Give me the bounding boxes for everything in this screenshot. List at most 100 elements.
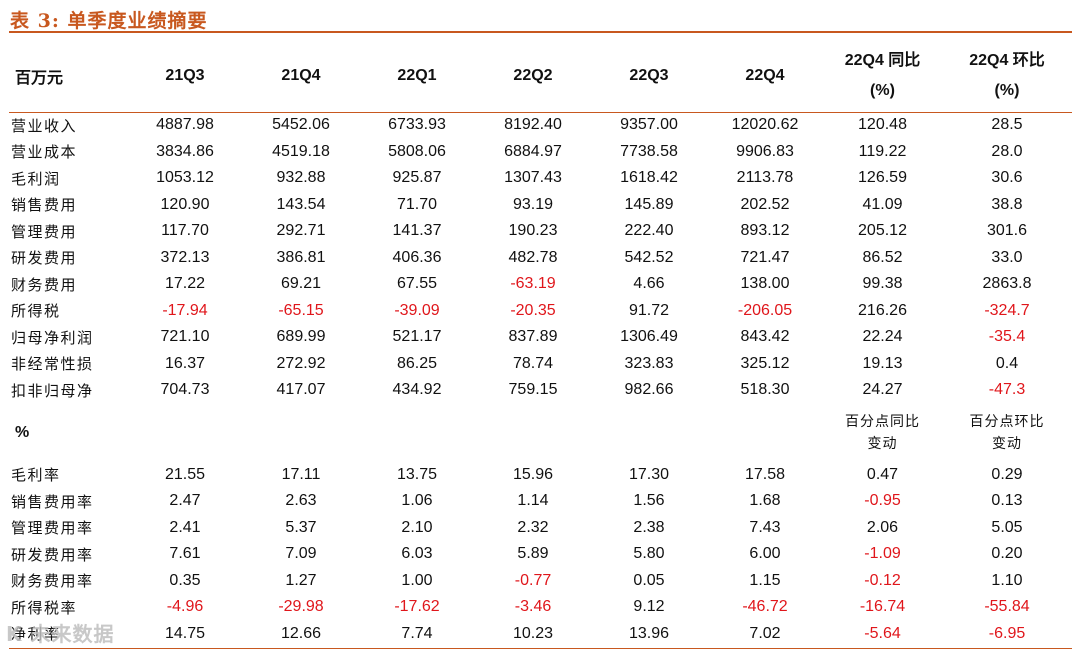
quarterly-results-table: 百万元 21Q3 21Q4 22Q1 22Q2 22Q3 22Q4 22Q4 同… (9, 40, 1072, 647)
period-header: 21Q3 (165, 67, 205, 84)
period-header: 22Q1 (397, 67, 437, 84)
qoq-header-line1: 22Q4 环比 (969, 52, 1045, 69)
table-row: 毛利润 1053.12 932.88 925.87 1307.43 1618.42 2113… (9, 165, 1072, 192)
table-cell: 41.09 (862, 195, 903, 213)
table-cell: 301.6 (986, 222, 1028, 240)
ratio-yoy-line2: 变动 (867, 435, 898, 452)
table-cell: 222.40 (624, 222, 674, 240)
table-cell: 0.05 (633, 571, 665, 589)
table-cell: -324.7 (984, 301, 1030, 319)
table-cell: 406.36 (392, 248, 442, 266)
table-cell: 8192.40 (504, 116, 562, 134)
table-row: 非经常性损 16.37 272.92 86.25 78.74 323.83 325.12 19… (9, 351, 1072, 378)
row-label: 研发费用率 (11, 545, 94, 564)
table-cell: 4.66 (633, 275, 665, 293)
table-cell: 5.37 (285, 518, 317, 536)
table-row: 财务费用率 0.35 1.27 1.00 -0.77 0.05 1.15 -0.12 1.10 (9, 568, 1072, 595)
table-row: 归母净利润 721.10 689.99 521.17 837.89 1306.49 843.… (9, 324, 1072, 351)
table-cell: 71.70 (396, 195, 438, 213)
table-cell: 9.12 (633, 598, 665, 616)
table-cell: 1.27 (285, 571, 317, 589)
period-header: 22Q4 (745, 67, 785, 84)
table-cell: 1.56 (633, 492, 665, 510)
table-cell: -39.09 (394, 301, 440, 319)
table-cell: 205.12 (858, 222, 907, 240)
table-cell: 17.22 (164, 275, 206, 293)
table-cell: 15.96 (512, 465, 554, 483)
table-cell: 721.47 (740, 248, 790, 266)
table-cell: -16.74 (859, 598, 906, 616)
table-cell: 5.89 (517, 545, 549, 563)
table-cell: 93.19 (512, 195, 554, 213)
table-cell: 1053.12 (156, 169, 214, 187)
table-cell: 13.96 (628, 624, 670, 642)
table-cell: 6.03 (401, 545, 433, 563)
amount-rows: 营业收入 4887.98 5452.06 6733.93 8192.40 9357.00 1… (9, 112, 1072, 404)
table-cell: 4887.98 (156, 116, 214, 134)
table-cell: -35.4 (988, 328, 1026, 346)
table-cell: -47.3 (988, 381, 1026, 399)
table-cell: -29.98 (278, 598, 324, 616)
table-cell: 759.15 (508, 381, 558, 399)
table-cell: 893.12 (740, 222, 790, 240)
table-cell: 982.66 (624, 381, 674, 399)
table-cell: 120.48 (858, 116, 907, 134)
table-cell: 417.07 (276, 381, 326, 399)
table-row: 研发费用率 7.61 7.09 6.03 5.89 5.80 6.00 -1.09 0.20 (9, 541, 1072, 568)
table-cell: 28.5 (991, 116, 1023, 134)
table-cell: 99.38 (862, 275, 903, 293)
table-row: 销售费用率 2.47 2.63 1.06 1.14 1.56 1.68 -0.95 0.13 (9, 488, 1072, 515)
qoq-header: 22Q4 环比 (%) (942, 40, 1072, 112)
row-label: 毛利率 (11, 466, 61, 485)
table-cell: 86.25 (396, 354, 438, 372)
ratio-qoq-line1: 百分点环比 (969, 413, 1045, 430)
table-cell: 7.02 (749, 624, 781, 642)
table-row: 营业收入 4887.98 5452.06 6733.93 8192.40 9357.00 1… (9, 112, 1072, 139)
table-cell: -0.95 (864, 492, 901, 510)
table-cell: -1.09 (864, 545, 901, 563)
table-cell: 17.30 (628, 465, 670, 483)
header-row: 百万元 21Q3 21Q4 22Q1 22Q2 22Q3 22Q4 22Q4 同… (9, 40, 1072, 112)
table-cell: 7738.58 (620, 142, 678, 160)
table-cell: 14.75 (164, 624, 206, 642)
table-row: 营业成本 3834.86 4519.18 5808.06 6884.97 7738.58 9… (9, 139, 1072, 166)
table-cell: 13.75 (396, 465, 438, 483)
table-cell: -65.15 (278, 301, 324, 319)
table-cell: 434.92 (392, 381, 442, 399)
table-cell: 1307.43 (504, 169, 562, 187)
ratio-qoq-line2: 变动 (992, 435, 1022, 452)
table-cell: 1.10 (991, 571, 1023, 589)
table-cell: 2.06 (866, 518, 899, 536)
table-cell: 6.00 (749, 545, 781, 563)
table-cell: -3.46 (514, 598, 552, 616)
table-cell: 2.47 (169, 492, 201, 510)
table-row: 扣非归母净 704.73 417.07 434.92 759.15 982.66 518.3… (9, 377, 1072, 404)
table-cell: 2.41 (169, 518, 201, 536)
table-cell: -20.35 (510, 301, 556, 319)
table-cell: 143.54 (276, 195, 326, 213)
period-header: 22Q2 (513, 67, 553, 84)
table-cell: 33.0 (991, 248, 1023, 266)
row-label: 财务费用率 (11, 572, 94, 591)
row-label: 净利率 (11, 625, 61, 644)
table-cell: 9906.83 (736, 142, 794, 160)
table-cell: 2.63 (285, 492, 317, 510)
table-cell: 292.71 (276, 222, 326, 240)
row-label: 销售费用 (11, 196, 78, 215)
table-cell: 126.59 (858, 169, 907, 187)
table-cell: 17.11 (281, 465, 321, 483)
period-header: 22Q3 (629, 67, 669, 84)
ratio-rows: 毛利率 21.55 17.11 13.75 15.96 17.30 17.58 0.47 0.2… (9, 462, 1072, 648)
table-cell: 7.43 (749, 518, 781, 536)
table-cell: 0.29 (991, 465, 1023, 483)
table-row: 管理费用 117.70 292.71 141.37 190.23 222.40 893.12… (9, 218, 1072, 245)
table-cell: 30.6 (991, 169, 1023, 187)
table-cell: 67.55 (396, 275, 438, 293)
header-rule (9, 112, 1072, 113)
table-cell: 2.38 (633, 518, 665, 536)
table-cell: 2113.78 (736, 169, 794, 187)
table-cell: 482.78 (508, 248, 558, 266)
ratio-header-section: % 百分点同比 变动 百分点环比 变动 (9, 404, 1072, 462)
yoy-header-line2: (%) (870, 82, 895, 99)
table-cell: 119.22 (858, 142, 907, 160)
